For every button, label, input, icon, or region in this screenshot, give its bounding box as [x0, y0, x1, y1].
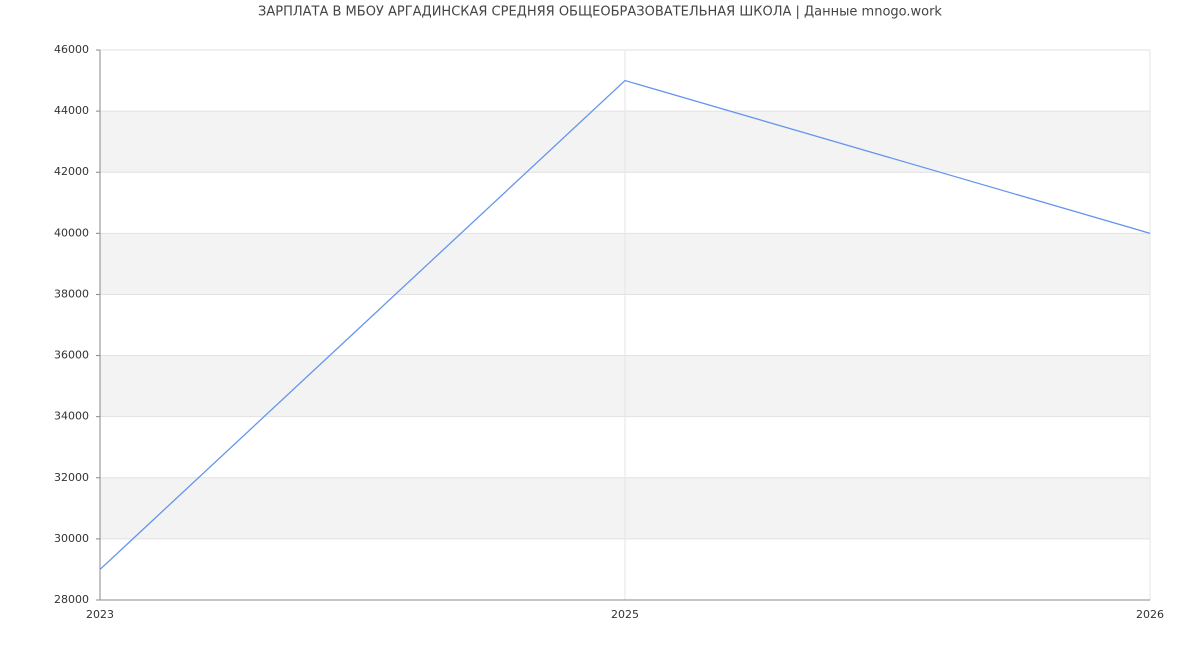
y-tick-label: 46000	[54, 43, 89, 56]
x-tick-label: 2023	[86, 608, 114, 621]
y-tick-label: 32000	[54, 471, 89, 484]
y-tick-label: 34000	[54, 410, 89, 423]
y-tick-label: 30000	[54, 532, 89, 545]
y-tick-label: 38000	[54, 287, 89, 300]
y-tick-label: 36000	[54, 349, 89, 362]
x-tick-label: 2026	[1136, 608, 1164, 621]
y-tick-label: 42000	[54, 165, 89, 178]
line-series	[99, 79, 1151, 570]
y-tick-label: 44000	[54, 104, 89, 117]
x-tick-label: 2025	[611, 608, 639, 621]
chart-title: ЗАРПЛАТА В МБОУ АРГАДИНСКАЯ СРЕДНЯЯ ОБЩЕ…	[258, 5, 942, 20]
y-tick-label: 40000	[54, 226, 89, 239]
y-tick-label: 28000	[54, 593, 89, 606]
